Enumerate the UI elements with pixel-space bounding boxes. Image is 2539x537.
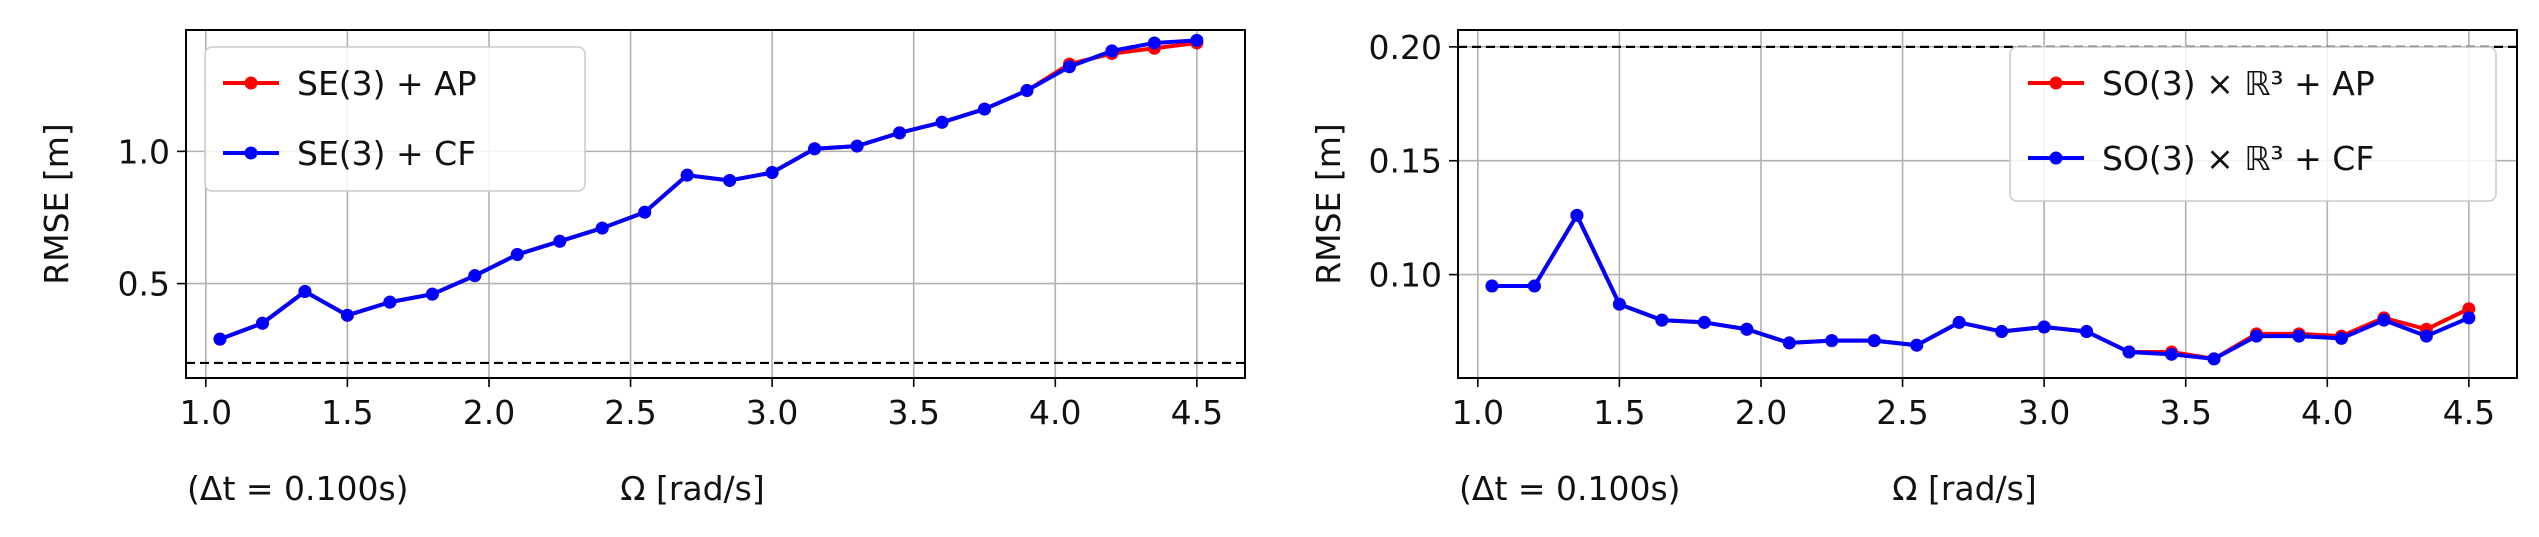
chart0-series-cf-line bbox=[219, 38, 1197, 342]
chart1-series-cf-point bbox=[1612, 297, 1626, 311]
chart0-series-cf-point bbox=[1147, 36, 1161, 50]
chart0-series-cf-point bbox=[340, 308, 354, 322]
chart0-series-cf-point bbox=[213, 332, 227, 346]
chart0-series-cf-point bbox=[850, 139, 864, 153]
chart0-series-cf-point bbox=[298, 285, 312, 299]
chart1-axes-frame bbox=[1457, 29, 2518, 379]
chart0-series-cf-point bbox=[893, 126, 907, 140]
chart1-ytick-label: 0.20 bbox=[1369, 28, 1442, 67]
chart1-series-cf-point bbox=[1995, 325, 2009, 339]
chart1-series-cf-point bbox=[2165, 347, 2179, 361]
chart0-series-cf-point bbox=[425, 287, 439, 301]
chart1-series-cf-point bbox=[2377, 313, 2391, 327]
chart1-xtick-label: 2.5 bbox=[1876, 393, 1928, 432]
chart0-series-cf-point bbox=[1105, 44, 1119, 58]
chart1-xtick-label: 1.0 bbox=[1452, 393, 1504, 432]
chart0-xtick-label: 2.0 bbox=[463, 393, 515, 432]
chart0-series-cf-point bbox=[977, 102, 991, 116]
chart1-series-cf-point bbox=[1697, 315, 1711, 329]
chart1-xtick-label: 4.5 bbox=[2443, 393, 2495, 432]
chart1-series-cf-point bbox=[2037, 320, 2051, 334]
chart1-series-cf-point bbox=[2122, 345, 2136, 359]
chart0-xlabel: Ω [rad/s] bbox=[620, 469, 765, 508]
chart0-xtick-label: 1.5 bbox=[321, 393, 373, 432]
chart1-legend-label-cf: SO(3) × ℝ³ + CF bbox=[2102, 139, 2374, 178]
chart1-series-cf-point bbox=[1825, 334, 1839, 348]
chart0-series-cf-point bbox=[595, 221, 609, 235]
chart1-series-cf-point bbox=[2207, 352, 2221, 366]
chart1-ytick-label: 0.15 bbox=[1369, 142, 1442, 181]
chart1-series-cf-point bbox=[1740, 322, 1754, 336]
chart1-series-cf-point bbox=[2080, 325, 2094, 339]
chart0-series-cf-point bbox=[383, 295, 397, 309]
chart0-series-cf-point bbox=[553, 234, 567, 248]
chart0-series-cf-point bbox=[468, 269, 482, 283]
chart1-series-cf-point bbox=[1570, 208, 1584, 222]
chart1-series-ap-point bbox=[2462, 302, 2476, 316]
chart1-series-cf-point bbox=[2292, 329, 2306, 343]
chart1-ytick-label: 0.10 bbox=[1369, 256, 1442, 295]
chart1-series-cf-point bbox=[1782, 336, 1796, 350]
chart1-series-cf-point bbox=[1952, 315, 1966, 329]
chart1-series-cf-point bbox=[1867, 334, 1881, 348]
chart0-series-cf-point bbox=[935, 115, 949, 129]
chart0-series-cf-point bbox=[1020, 84, 1034, 98]
chart1-series-cf-point bbox=[1910, 338, 1924, 352]
chart0-xtick-label: 3.5 bbox=[887, 393, 939, 432]
chart1-series-cf-point bbox=[2462, 311, 2476, 325]
chart0-xtick-label: 2.5 bbox=[604, 393, 656, 432]
chart1-series-cf-line bbox=[1491, 213, 2470, 361]
chart1-xtick-label: 4.0 bbox=[2301, 393, 2353, 432]
chart1-series-cf-point bbox=[2249, 329, 2263, 343]
chart0-series-cf-point bbox=[1190, 33, 1204, 47]
chart0-series-cf-point bbox=[1062, 60, 1076, 74]
chart1-series-cf-point bbox=[2334, 331, 2348, 345]
chart0-ytick-label: 0.5 bbox=[118, 265, 170, 304]
chart0-legend-marker-cf bbox=[244, 146, 258, 160]
chart1-xtick-label: 3.0 bbox=[2018, 393, 2070, 432]
chart0-legend-marker-ap bbox=[244, 76, 258, 90]
chart1-xtick-label: 1.5 bbox=[1593, 393, 1645, 432]
chart0-axes-frame bbox=[185, 29, 1246, 379]
chart0-xtick-label: 3.0 bbox=[746, 393, 798, 432]
chart1-series-cf-point bbox=[2419, 329, 2433, 343]
chart1-legend-marker-ap bbox=[2049, 76, 2063, 90]
chart1-xtick-label: 3.5 bbox=[2159, 393, 2211, 432]
chart0-series-cf-point bbox=[680, 168, 694, 182]
chart0-series-cf-point bbox=[510, 248, 524, 262]
chart0-legend-label-cf: SE(3) + CF bbox=[297, 134, 476, 173]
chart0-series-cf-point bbox=[808, 142, 822, 156]
chart1-series-cf-point bbox=[1655, 313, 1669, 327]
chart0-xtick-label: 1.0 bbox=[180, 393, 232, 432]
chart1-legend-box bbox=[2009, 46, 2497, 202]
chart0-xtick-label: 4.0 bbox=[1029, 393, 1081, 432]
chart0-xtick-label: 4.5 bbox=[1171, 393, 1223, 432]
chart1-xlabel: Ω [rad/s] bbox=[1892, 469, 2037, 508]
chart1-legend-label-ap: SO(3) × ℝ³ + AP bbox=[2102, 64, 2375, 103]
chart1-series-cf-point bbox=[1527, 279, 1541, 293]
chart0-series-cf-point bbox=[255, 316, 269, 330]
chart0-timestep-note: (Δt = 0.100s) bbox=[187, 469, 409, 508]
chart0-series-cf-point bbox=[723, 173, 737, 187]
chart0-legend-box bbox=[204, 46, 586, 192]
chart0-series-cf-point bbox=[638, 205, 652, 219]
chart0-legend-label-ap: SE(3) + AP bbox=[297, 64, 477, 103]
chart0-ytick-label: 1.0 bbox=[118, 132, 170, 171]
chart1-legend-marker-cf bbox=[2049, 151, 2063, 165]
chart1-timestep-note: (Δt = 0.100s) bbox=[1459, 469, 1681, 508]
chart0-series-cf-point bbox=[765, 166, 779, 180]
chart1-series-cf-point bbox=[1485, 279, 1499, 293]
chart1-xtick-label: 2.0 bbox=[1735, 393, 1787, 432]
chart1-ylabel: RMSE [m] bbox=[1309, 123, 1348, 285]
chart0-ylabel: RMSE [m] bbox=[37, 123, 76, 285]
